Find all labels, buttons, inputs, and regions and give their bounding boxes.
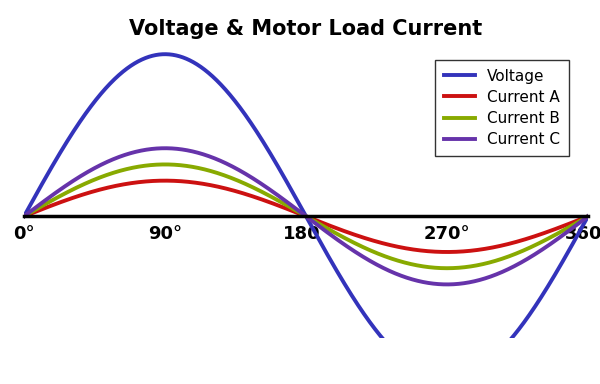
Current C [295, 209, 302, 213]
Current B [20, 214, 28, 218]
Current C [569, 226, 576, 230]
Current A [49, 203, 56, 207]
Current C [465, 280, 472, 285]
Current A [584, 214, 592, 218]
Voltage [443, 376, 451, 381]
Current A [465, 249, 472, 253]
Current C [568, 226, 575, 231]
Current A [280, 205, 287, 210]
Legend: Voltage, Current A, Current B, Current C: Voltage, Current A, Current B, Current C [435, 60, 569, 156]
Voltage [295, 200, 302, 205]
Current A [161, 178, 169, 183]
Current C [280, 197, 287, 202]
Current B [584, 214, 592, 218]
Voltage [569, 242, 576, 247]
Current A [20, 214, 28, 218]
Line: Current C: Current C [24, 148, 588, 285]
Voltage [20, 214, 28, 218]
Voltage [465, 371, 472, 376]
Current B [465, 265, 472, 269]
Current A [295, 211, 302, 216]
Current A [569, 220, 576, 225]
Line: Voltage: Voltage [24, 54, 588, 379]
Voltage [280, 174, 287, 179]
Current C [49, 192, 56, 197]
Current C [161, 146, 169, 151]
Current B [49, 198, 56, 202]
Line: Current B: Current B [24, 164, 588, 268]
Current A [443, 250, 451, 254]
Voltage [568, 243, 575, 248]
Current B [443, 266, 451, 270]
Line: Current A: Current A [24, 180, 588, 252]
Current B [568, 223, 575, 228]
Current B [161, 162, 169, 167]
Voltage [584, 214, 592, 218]
Current B [295, 210, 302, 214]
Current C [20, 214, 28, 218]
Voltage [161, 52, 169, 56]
Voltage [49, 163, 56, 167]
Current A [568, 220, 575, 225]
Current B [280, 201, 287, 206]
Title: Voltage & Motor Load Current: Voltage & Motor Load Current [130, 19, 482, 39]
Current B [569, 223, 576, 228]
Current C [443, 282, 451, 287]
Current C [584, 214, 592, 218]
